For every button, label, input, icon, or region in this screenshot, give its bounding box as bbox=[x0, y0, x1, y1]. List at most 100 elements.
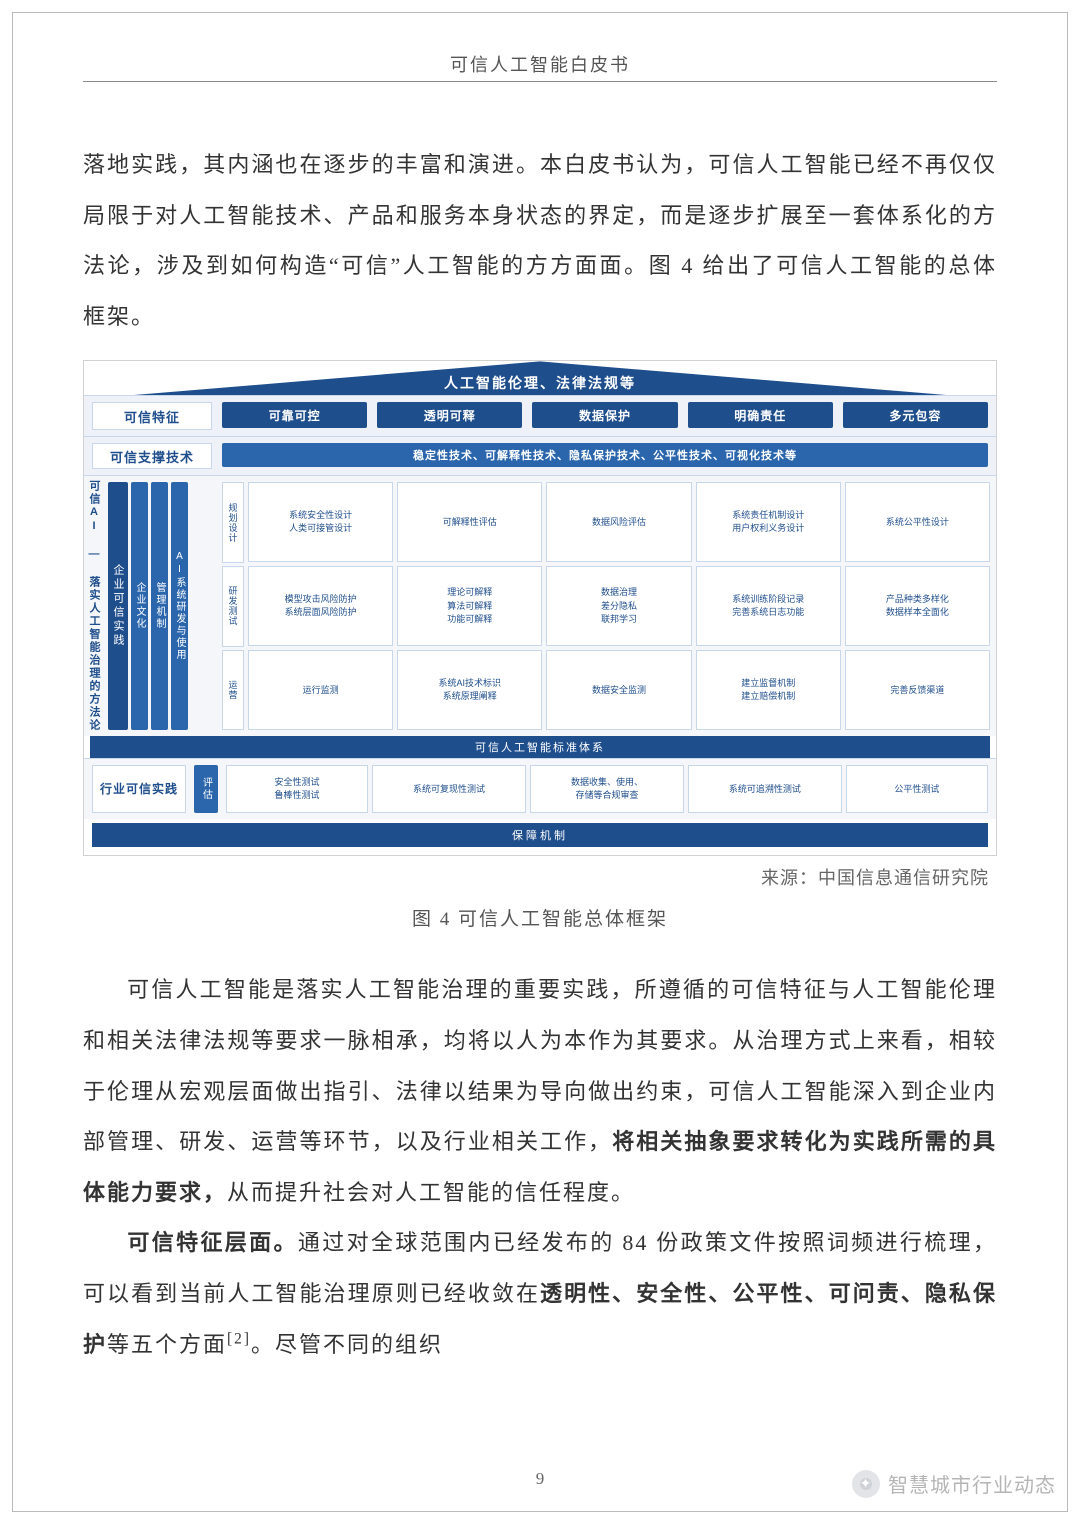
grid-cell-line: 完善系统日志功能 bbox=[732, 607, 804, 619]
p2c: 从而提升社会对人工智能的信任程度。 bbox=[227, 1180, 635, 1205]
grid-cell-2-4: 完善反馈渠道 bbox=[845, 650, 990, 730]
phase-0: 规划设计 bbox=[222, 482, 244, 563]
phase-2: 运营 bbox=[222, 650, 244, 731]
header-rule bbox=[83, 81, 997, 82]
grid-cell-line: 系统责任机制设计 bbox=[732, 510, 804, 522]
grid-cell-line: 联邦学习 bbox=[601, 614, 637, 626]
industry-row: 行业可信实践 评估 安全性测试鲁棒性测试 系统可复现性测试 数据收集、使用、存储等合… bbox=[84, 758, 996, 819]
side-title: 可信AI — 落实人工智能治理的方法论 bbox=[84, 476, 104, 736]
grid-cell-line: 系统原理阐释 bbox=[443, 691, 497, 703]
page-header-title: 可信人工智能白皮书 bbox=[83, 51, 997, 81]
grid-cell-1-3: 系统训练阶段记录完善系统日志功能 bbox=[696, 566, 841, 646]
enterprise-label: 企业可信实践 bbox=[108, 482, 128, 730]
enterprise-bar-0: 企业文化 bbox=[131, 482, 148, 730]
standards-bar: 可信人工智能标准体系 bbox=[90, 736, 990, 758]
tech-row: 可信支撑技术 稳定性技术、可解释性技术、隐私保护技术、公平性技术、可视化技术等 bbox=[84, 436, 996, 475]
grid-cell-0-3: 系统责任机制设计用户权利义务设计 bbox=[696, 482, 841, 562]
figure-caption: 图 4 可信人工智能总体框架 bbox=[83, 904, 997, 931]
grid-cell-line: 数据样本全面化 bbox=[886, 607, 949, 619]
industry-cell-line: 存储等合规审查 bbox=[575, 790, 638, 802]
grid-cell-line: 完善反馈渠道 bbox=[890, 685, 944, 697]
diagram-top-banner: 人工智能伦理、法律法规等 bbox=[84, 361, 996, 395]
industry-grid: 安全性测试鲁棒性测试 系统可复现性测试 数据收集、使用、存储等合规审查 系统可追溯性测… bbox=[226, 765, 988, 813]
paragraph-1: 落地实践，其内涵也在逐步的丰富和演进。本白皮书认为，可信人工智能已经不再仅仅局限… bbox=[83, 140, 997, 342]
feature-2: 数据保护 bbox=[532, 402, 677, 428]
grid-cell-1-1: 理论可解释算法可解释功能可解释 bbox=[397, 566, 542, 646]
grid-cell-2-1: 系统AI技术标识系统原理阐释 bbox=[397, 650, 542, 730]
paragraph-2: 可信人工智能是落实人工智能治理的重要实践，所遵循的可信特征与人工智能伦理和相关法… bbox=[83, 965, 997, 1218]
grid-cell-line: 数据风险评估 bbox=[592, 517, 646, 529]
watermark: ✦ 智慧城市行业动态 bbox=[852, 1469, 1056, 1498]
industry-eval: 评估 bbox=[194, 765, 218, 813]
enterprise-bar-2: AI系统研发与使用 bbox=[171, 482, 188, 730]
feature-3: 明确责任 bbox=[688, 402, 833, 428]
grid-cell-0-0: 系统安全性设计人类可接管设计 bbox=[248, 482, 393, 562]
industry-cell-line: 鲁棒性测试 bbox=[275, 790, 320, 802]
grid-cell-line: 算法可解释 bbox=[447, 601, 492, 613]
p3a: 可信特征层面。 bbox=[127, 1230, 298, 1255]
grid-cell-line: 系统层面风险防护 bbox=[285, 607, 357, 619]
grid-cell-line: 产品种类多样化 bbox=[886, 594, 949, 606]
grid-cell-line: 模型攻击风险防护 bbox=[285, 594, 357, 606]
diagram-mid: 可信AI — 落实人工智能治理的方法论 企业可信实践 企业文化 管理机制 AI系… bbox=[84, 475, 996, 736]
grid-cell-line: 建立赔偿机制 bbox=[741, 691, 795, 703]
top-banner-text: 人工智能伦理、法律法规等 bbox=[444, 363, 636, 393]
watermark-text: 智慧城市行业动态 bbox=[888, 1469, 1056, 1498]
industry-cell-line: 系统可追溯性测试 bbox=[729, 784, 801, 796]
enterprise-bar-1: 管理机制 bbox=[151, 482, 168, 730]
grid-cell-0-1: 可解释性评估 bbox=[397, 482, 542, 562]
grid-cell-line: 功能可解释 bbox=[447, 614, 492, 626]
grid-cell-line: 用户权利义务设计 bbox=[732, 523, 804, 535]
phase-column: 规划设计 研发测试 运营 bbox=[220, 476, 246, 736]
paragraph-3: 可信特征层面。通过对全球范围内已经发布的 84 份政策文件按照词频进行梳理，可以… bbox=[83, 1218, 997, 1370]
features-label: 可信特征 bbox=[92, 402, 212, 430]
grid-cell-2-3: 建立监督机制建立赔偿机制 bbox=[696, 650, 841, 730]
grid-cell-line: 系统公平性设计 bbox=[886, 517, 949, 529]
grid-cell-line: 系统AI技术标识 bbox=[439, 678, 502, 690]
grid-cell-2-0: 运行监测 bbox=[248, 650, 393, 730]
features-row: 可信特征 可靠可控 透明可释 数据保护 明确责任 多元包容 bbox=[84, 395, 996, 436]
industry-label: 行业可信实践 bbox=[92, 765, 186, 813]
industry-cell-line: 数据收集、使用、 bbox=[571, 777, 643, 789]
grid-cell-1-0: 模型攻击风险防护系统层面风险防护 bbox=[248, 566, 393, 646]
industry-cell-2: 数据收集、使用、存储等合规审查 bbox=[530, 765, 684, 813]
industry-cell-line: 安全性测试 bbox=[275, 777, 320, 789]
industry-cell-line: 系统可复现性测试 bbox=[413, 784, 485, 796]
grid-cell-line: 运行监测 bbox=[303, 685, 339, 697]
p3d: 等五个方面 bbox=[107, 1332, 227, 1357]
industry-cell-3: 系统可追溯性测试 bbox=[688, 765, 842, 813]
industry-cell-line: 公平性测试 bbox=[894, 784, 939, 796]
feature-1: 透明可释 bbox=[377, 402, 522, 428]
grid-cell-line: 系统安全性设计 bbox=[289, 510, 352, 522]
tech-label: 可信支撑技术 bbox=[92, 443, 212, 469]
capability-grid: 系统安全性设计人类可接管设计 可解释性评估 数据风险评估 系统责任机制设计用户权利义务… bbox=[246, 476, 996, 736]
p3ref: [2] bbox=[227, 1330, 251, 1347]
framework-diagram: 人工智能伦理、法律法规等 可信特征 可靠可控 透明可释 数据保护 明确责任 多元… bbox=[83, 360, 997, 856]
grid-cell-line: 数据安全监测 bbox=[592, 685, 646, 697]
grid-cell-1-4: 产品种类多样化数据样本全面化 bbox=[845, 566, 990, 646]
grid-cell-line: 理论可解释 bbox=[447, 587, 492, 599]
industry-cell-1: 系统可复现性测试 bbox=[372, 765, 526, 813]
feature-0: 可靠可控 bbox=[222, 402, 367, 428]
p3e: 。尽管不同的组织 bbox=[251, 1332, 443, 1357]
diagram-source: 来源：中国信息通信研究院 bbox=[83, 864, 989, 890]
enterprise-block: 企业可信实践 企业文化 管理机制 AI系统研发与使用 bbox=[104, 476, 220, 736]
mechanism-bar: 保障机制 bbox=[92, 823, 988, 847]
grid-cell-0-2: 数据风险评估 bbox=[546, 482, 691, 562]
grid-cell-0-4: 系统公平性设计 bbox=[845, 482, 990, 562]
grid-cell-2-2: 数据安全监测 bbox=[546, 650, 691, 730]
grid-cell-line: 数据治理 bbox=[601, 587, 637, 599]
grid-cell-line: 人类可接管设计 bbox=[289, 523, 352, 535]
tech-bar: 稳定性技术、可解释性技术、隐私保护技术、公平性技术、可视化技术等 bbox=[222, 443, 988, 467]
feature-4: 多元包容 bbox=[843, 402, 988, 428]
wechat-icon: ✦ bbox=[852, 1470, 880, 1498]
grid-cell-line: 可解释性评估 bbox=[443, 517, 497, 529]
grid-cell-line: 差分隐私 bbox=[601, 601, 637, 613]
p2a: 可信人工智能是落实人工智能治理的重要实践，所遵循的可信特征与人工智能伦理和相关法… bbox=[83, 977, 997, 1154]
industry-cell-4: 公平性测试 bbox=[846, 765, 988, 813]
phase-1: 研发测试 bbox=[222, 566, 244, 647]
grid-cell-line: 建立监督机制 bbox=[741, 678, 795, 690]
industry-cell-0: 安全性测试鲁棒性测试 bbox=[226, 765, 368, 813]
document-page: 可信人工智能白皮书 落地实践，其内涵也在逐步的丰富和演进。本白皮书认为，可信人工… bbox=[12, 12, 1068, 1512]
para1-text: 落地实践，其内涵也在逐步的丰富和演进。本白皮书认为，可信人工智能已经不再仅仅局限… bbox=[83, 152, 997, 329]
